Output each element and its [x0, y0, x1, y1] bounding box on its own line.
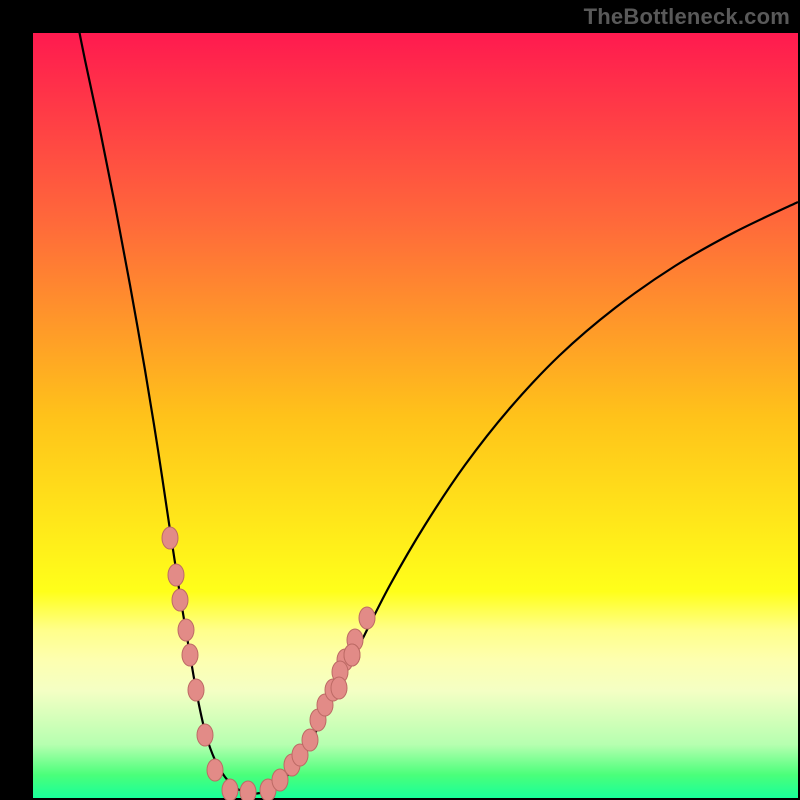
data-marker — [197, 724, 213, 746]
data-marker — [222, 779, 238, 800]
data-marker — [172, 589, 188, 611]
watermark-text: TheBottleneck.com — [584, 4, 790, 30]
data-marker — [359, 607, 375, 629]
data-marker — [162, 527, 178, 549]
chart-overlay — [0, 0, 800, 800]
data-marker — [302, 729, 318, 751]
data-marker — [182, 644, 198, 666]
data-marker — [168, 564, 184, 586]
data-marker — [331, 677, 347, 699]
data-marker — [188, 679, 204, 701]
data-marker — [178, 619, 194, 641]
data-marker — [207, 759, 223, 781]
data-marker — [344, 644, 360, 666]
v-curve — [73, 0, 798, 794]
data-marker — [240, 781, 256, 800]
